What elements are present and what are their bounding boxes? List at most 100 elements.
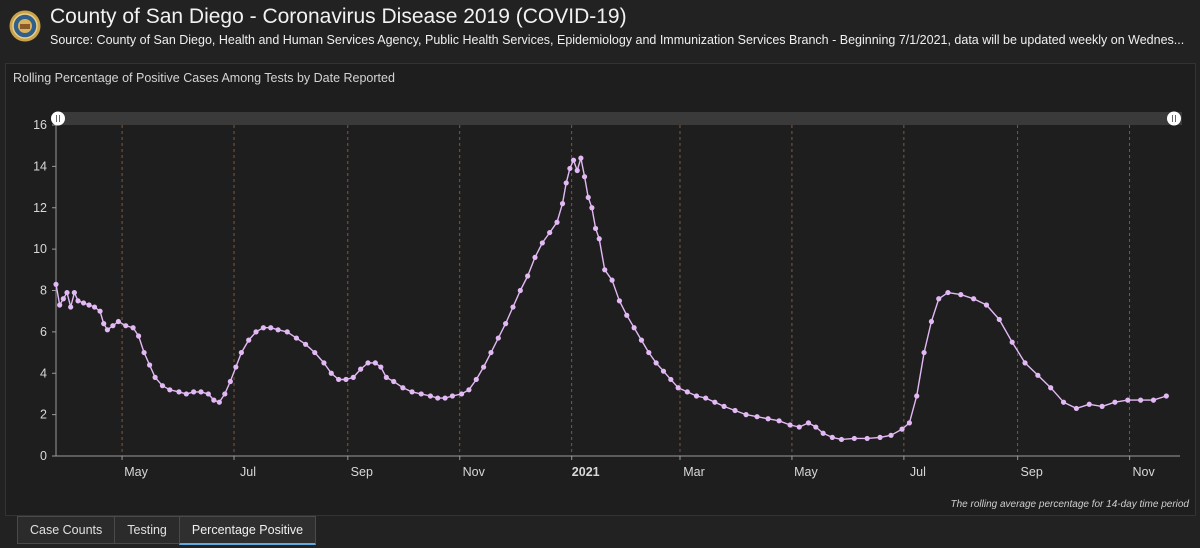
data-point: [813, 424, 819, 430]
data-point: [1150, 397, 1157, 403]
data-point: [838, 436, 845, 443]
data-point: [936, 296, 942, 302]
data-point: [123, 323, 129, 329]
data-point: [503, 321, 509, 327]
data-point: [68, 304, 74, 310]
range-slider-track: [56, 112, 1182, 125]
tab-case-counts[interactable]: Case Counts: [17, 516, 116, 544]
data-point: [391, 378, 397, 385]
data-point: [473, 376, 479, 383]
data-point: [1138, 397, 1144, 403]
data-point: [60, 296, 66, 302]
data-point: [409, 389, 415, 395]
data-point: [1163, 393, 1169, 399]
data-point: [1086, 401, 1092, 407]
data-point: [110, 323, 116, 329]
data-point: [638, 337, 645, 343]
data-point: [53, 281, 59, 287]
data-point: [427, 393, 433, 399]
page-subtitle: Source: County of San Diego, Health and …: [50, 33, 1185, 47]
y-tick-label: 8: [40, 284, 47, 298]
data-point: [458, 391, 465, 397]
data-point: [293, 335, 300, 341]
data-point: [80, 300, 87, 306]
data-point: [668, 376, 674, 383]
data-point: [525, 273, 531, 279]
data-point: [547, 229, 553, 236]
data-point: [592, 225, 599, 232]
data-point: [205, 391, 211, 397]
data-point: [211, 397, 217, 403]
data-point: [559, 201, 566, 207]
data-point: [260, 325, 266, 331]
data-point: [906, 420, 912, 426]
data-point: [616, 298, 623, 304]
data-point: [921, 349, 927, 356]
data-point: [71, 289, 77, 296]
x-tick-label: Nov: [463, 465, 486, 479]
data-point: [183, 391, 189, 397]
data-point: [684, 389, 690, 395]
county-seal-icon: [9, 10, 41, 42]
data-point: [372, 360, 378, 366]
data-point: [602, 267, 608, 273]
y-tick-label: 4: [40, 366, 47, 380]
data-point: [928, 318, 935, 325]
data-point: [1009, 339, 1015, 345]
data-point: [86, 302, 92, 308]
data-point: [1099, 403, 1105, 409]
tab-testing[interactable]: Testing: [114, 516, 180, 544]
data-point: [1112, 399, 1118, 405]
data-point: [302, 341, 309, 347]
data-point: [805, 420, 812, 426]
data-point: [358, 366, 364, 372]
data-point: [563, 180, 569, 186]
data-point: [418, 391, 424, 397]
data-point: [765, 416, 771, 422]
y-tick-label: 10: [33, 242, 47, 256]
y-tick-label: 2: [40, 408, 47, 422]
range-handle-start[interactable]: [51, 111, 65, 126]
data-point: [996, 316, 1002, 323]
x-tick-label: Jul: [240, 465, 256, 479]
data-point: [796, 424, 802, 430]
data-point: [312, 349, 318, 356]
data-point: [216, 399, 222, 405]
data-point: [167, 387, 173, 393]
data-point: [1048, 385, 1054, 391]
data-point: [481, 364, 487, 370]
y-tick-label: 14: [33, 159, 47, 173]
y-tick-label: 0: [40, 449, 47, 463]
data-point: [585, 194, 591, 201]
data-point: [899, 426, 905, 432]
data-point: [971, 296, 977, 302]
data-point: [776, 418, 782, 424]
data-point: [159, 383, 166, 389]
y-tick-label: 12: [33, 201, 47, 215]
data-point: [864, 435, 870, 442]
data-point: [539, 240, 545, 246]
data-point: [1022, 360, 1028, 366]
data-point: [64, 289, 70, 296]
x-tick-label: Sep: [1021, 465, 1043, 479]
percent-positive-chart[interactable]: 0 2 4 6 8 10 12 14 16 May Jul Sep Nov 2021 Mar May Jul Se…: [6, 64, 1195, 515]
data-point: [488, 349, 494, 356]
data-point: [888, 432, 894, 438]
page-title: County of San Diego - Coronavirus Diseas…: [50, 5, 627, 28]
data-point: [146, 362, 153, 368]
data-point: [517, 287, 523, 294]
data-point: [253, 329, 259, 335]
tab-bar: Case Counts Testing Percentage Positive: [17, 516, 317, 545]
data-point: [983, 302, 990, 308]
data-point: [57, 302, 63, 308]
data-point: [578, 155, 584, 161]
tab-percentage-positive[interactable]: Percentage Positive: [178, 516, 317, 545]
data-point: [246, 337, 252, 343]
data-point: [646, 349, 652, 356]
range-handle-end[interactable]: [1167, 111, 1181, 126]
data-point: [365, 360, 371, 366]
data-point: [191, 389, 197, 395]
y-tick-label: 16: [33, 118, 47, 132]
data-point: [141, 349, 147, 356]
data-point: [227, 378, 233, 385]
